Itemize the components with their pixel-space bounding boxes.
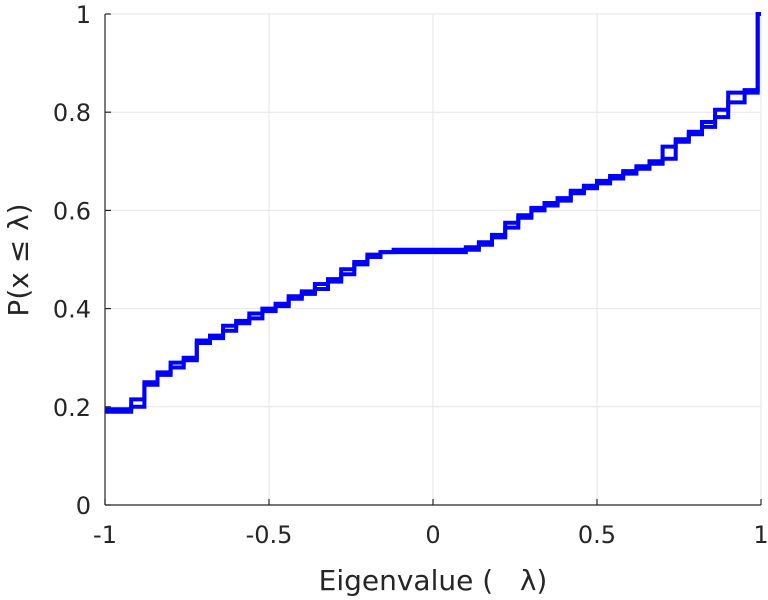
cdf-series-line-1 (105, 12, 761, 414)
x-tick-label: -0.5 (246, 521, 293, 549)
series-group (105, 12, 761, 414)
x-tick-label: 1 (753, 521, 768, 549)
y-tick-label: 0.2 (53, 394, 91, 422)
x-ticks: -1 -0.5 0 0.5 1 (93, 499, 768, 549)
x-axis-label: Eigenvalue ( λ) (319, 564, 548, 597)
cdf-series-line-2 (105, 12, 761, 412)
y-tick-label: 0.8 (53, 99, 91, 127)
x-tick-label: -1 (93, 521, 117, 549)
y-tick-label: 0.6 (53, 197, 91, 225)
x-tick-label: 0.5 (578, 521, 616, 549)
y-tick-label: 0.4 (53, 296, 91, 324)
x-tick-label: 0 (425, 521, 440, 549)
y-tick-label: 0 (76, 492, 91, 520)
y-tick-label: 1 (76, 1, 91, 29)
y-axis-label: P(x ≤ λ) (2, 203, 35, 316)
y-ticks: 0 0.2 0.4 0.6 0.8 1 (53, 1, 111, 520)
